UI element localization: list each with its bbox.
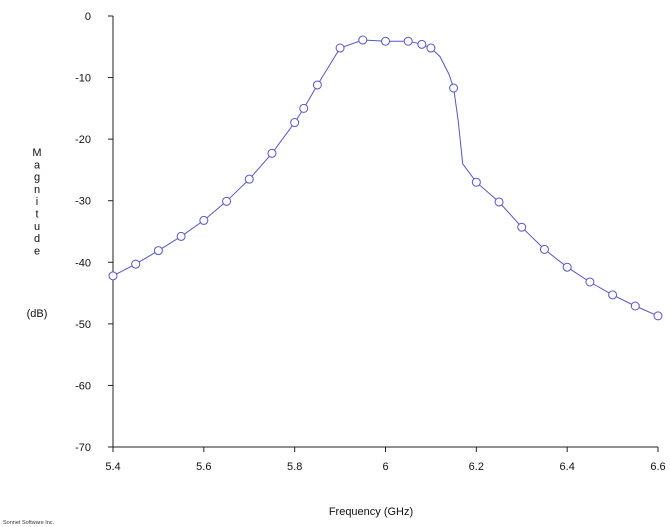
data-point: [471, 177, 481, 187]
y-tick-label: -20: [75, 134, 91, 146]
axes: [112, 16, 658, 448]
data-point: [381, 36, 390, 46]
data-point: [653, 311, 663, 321]
x-tick-label: 5.8: [287, 461, 302, 473]
y-tick-label: -30: [75, 196, 91, 208]
data-point: [153, 246, 163, 256]
x-tick-label: 5.6: [196, 461, 211, 473]
data-point: [517, 222, 527, 232]
y-axis-label-letter: u: [34, 221, 40, 233]
y-tick-label: -50: [75, 319, 91, 331]
data-point: [222, 196, 232, 206]
x-axis-label: Frequency (GHz): [329, 506, 413, 518]
y-tick-label: -70: [75, 442, 91, 454]
data-point: [630, 301, 640, 311]
data-point: [539, 244, 549, 254]
y-axis-label-letter: t: [35, 209, 38, 221]
data-point: [290, 118, 300, 128]
series-line: [112, 39, 659, 317]
y-axis-label-letter: e: [34, 245, 40, 257]
data-point: [449, 83, 459, 93]
y-axis-label-letter: g: [34, 172, 40, 184]
data-point: [608, 290, 618, 300]
data-point: [494, 197, 504, 207]
y-axis-label-letter: M: [32, 147, 41, 159]
y-axis-label-unit: (dB): [27, 308, 48, 320]
data-point: [267, 148, 277, 158]
data-point: [403, 36, 413, 46]
data-point: [299, 103, 309, 113]
data-point: [108, 271, 118, 281]
credit-text: Sonnet Software Inc.: [3, 520, 55, 526]
x-tick-label: 5.4: [105, 461, 120, 473]
y-axis-label-letter: a: [34, 159, 41, 171]
y-axis-label-letter: i: [36, 196, 38, 208]
data-point: [426, 43, 436, 53]
y-tick-label: -10: [75, 73, 91, 85]
data-point: [335, 43, 345, 53]
y-tick-label: 0: [85, 11, 91, 23]
x-tick-label: 6: [382, 461, 388, 473]
x-axis-ticks: 5.4 5.6 5.8 6 6.2 6.4 6.6: [105, 447, 666, 473]
data-point: [199, 215, 209, 225]
series: [108, 35, 663, 321]
y-axis-label-letter: d: [34, 233, 40, 245]
data-point: [585, 277, 595, 287]
y-axis-label-letter: n: [34, 184, 40, 196]
x-tick-label: 6.6: [650, 461, 665, 473]
data-point: [244, 174, 254, 184]
data-point: [176, 231, 186, 241]
x-tick-label: 6.2: [469, 461, 484, 473]
y-axis-ticks: 0 -10 -20 -30 -40 -50 -60 -70: [75, 11, 113, 454]
data-point: [358, 35, 368, 45]
data-point: [417, 39, 427, 49]
data-point: [131, 259, 141, 269]
data-point: [312, 80, 322, 90]
y-tick-label: -40: [75, 257, 91, 269]
y-tick-label: -60: [75, 380, 91, 392]
data-point: [562, 262, 572, 272]
x-tick-label: 6.4: [560, 461, 575, 473]
